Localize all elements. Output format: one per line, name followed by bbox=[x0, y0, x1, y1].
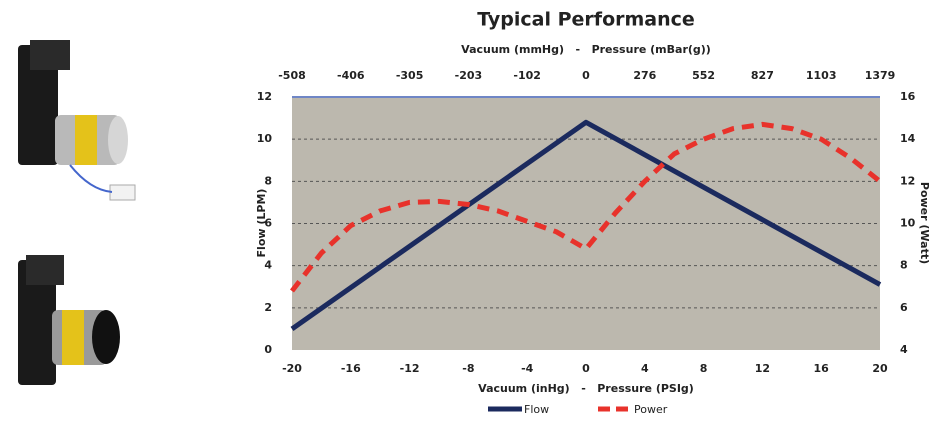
pump-motor-end bbox=[92, 310, 120, 364]
y2-tick-label: 12 bbox=[900, 174, 915, 187]
pump-head bbox=[30, 40, 70, 70]
y2-tick-label: 16 bbox=[900, 90, 916, 103]
x-tick-label: 0 bbox=[582, 362, 590, 375]
top-axis-title: Vacuum (mmHg) - Pressure (mBar(g)) bbox=[461, 43, 711, 56]
x-tick-label: 4 bbox=[641, 362, 649, 375]
y2-tick-label: 14 bbox=[900, 132, 916, 145]
pump-wires bbox=[69, 164, 113, 193]
x-tick-label: 16 bbox=[814, 362, 830, 375]
top-tick-label: 827 bbox=[751, 69, 774, 82]
y-tick-label: 2 bbox=[264, 301, 272, 314]
top-tick-label: -508 bbox=[278, 69, 306, 82]
pump-connector bbox=[109, 184, 136, 201]
top-tick-label: -406 bbox=[337, 69, 365, 82]
y-tick-label: 4 bbox=[264, 259, 272, 272]
pump-motor-end bbox=[108, 116, 128, 164]
y-tick-label: 12 bbox=[257, 90, 272, 103]
y2-tick-label: 8 bbox=[900, 259, 908, 272]
x-tick-label: -4 bbox=[521, 362, 534, 375]
y2-axis-title: Power (Watt) bbox=[918, 182, 931, 264]
legend-label: Power bbox=[634, 403, 668, 416]
x-tick-label: -8 bbox=[462, 362, 474, 375]
x-tick-label: 8 bbox=[700, 362, 708, 375]
chart-title: Typical Performance bbox=[477, 9, 695, 31]
x-tick-label: -12 bbox=[400, 362, 420, 375]
x-tick-label: -20 bbox=[282, 362, 302, 375]
top-tick-label: -305 bbox=[396, 69, 424, 82]
y-axis-title: Flow (LPM) bbox=[255, 189, 268, 258]
pump-body bbox=[18, 45, 58, 165]
x-tick-label: 20 bbox=[872, 362, 888, 375]
top-tick-label: 1379 bbox=[865, 69, 896, 82]
product-images bbox=[18, 40, 136, 385]
y2-tick-label: 6 bbox=[900, 301, 908, 314]
pump-body bbox=[18, 260, 56, 385]
x-axis-title: Vacuum (inHg) - Pressure (PSIg) bbox=[478, 382, 694, 395]
x-tick-label: -16 bbox=[341, 362, 361, 375]
pump-head bbox=[26, 255, 64, 285]
y2-tick-label: 4 bbox=[900, 343, 908, 356]
top-tick-label: 0 bbox=[582, 69, 590, 82]
x-tick-label: 12 bbox=[755, 362, 770, 375]
y-tick-label: 8 bbox=[264, 174, 272, 187]
pump-label bbox=[62, 310, 84, 365]
y2-tick-label: 10 bbox=[900, 217, 916, 230]
legend-label: Flow bbox=[524, 403, 549, 416]
pump-label bbox=[75, 115, 97, 165]
series-line bbox=[290, 119, 882, 331]
top-tick-label: 1103 bbox=[806, 69, 837, 82]
top-tick-label: -203 bbox=[455, 69, 483, 82]
series-line bbox=[290, 121, 882, 293]
top-tick-label: 552 bbox=[692, 69, 715, 82]
y-tick-label: 6 bbox=[264, 217, 272, 230]
top-tick-label: -102 bbox=[513, 69, 541, 82]
y-tick-label: 0 bbox=[264, 343, 272, 356]
top-tick-label: 276 bbox=[633, 69, 656, 82]
y-tick-label: 10 bbox=[257, 132, 273, 145]
